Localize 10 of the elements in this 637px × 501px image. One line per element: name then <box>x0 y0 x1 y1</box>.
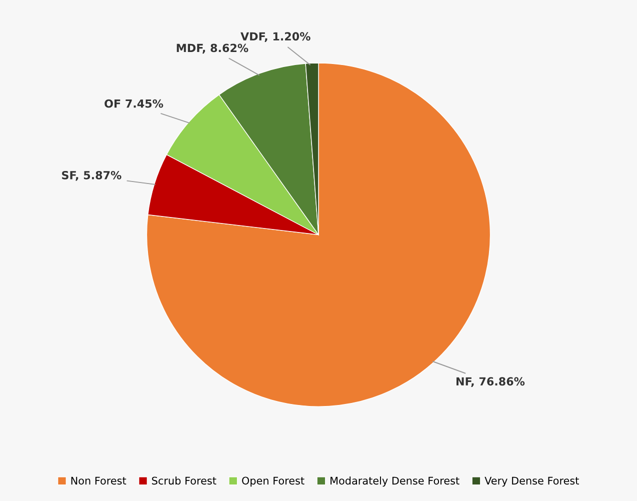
data-label: MDF, 8.62% <box>176 44 248 54</box>
legend-label: Non Forest <box>71 476 126 485</box>
data-label: VDF, 1.20% <box>240 32 310 42</box>
data-label: SF, 5.87% <box>62 170 122 181</box>
data-label: NF, 76.86% <box>456 377 525 387</box>
legend-label: Modarately Dense Forest <box>330 476 460 487</box>
legend-label: Open Forest <box>242 476 304 487</box>
legend-label: Very Dense Forest <box>484 476 579 487</box>
data-label: OF 7.45% <box>104 99 164 108</box>
legend-label: Scrub Forest <box>152 476 216 485</box>
